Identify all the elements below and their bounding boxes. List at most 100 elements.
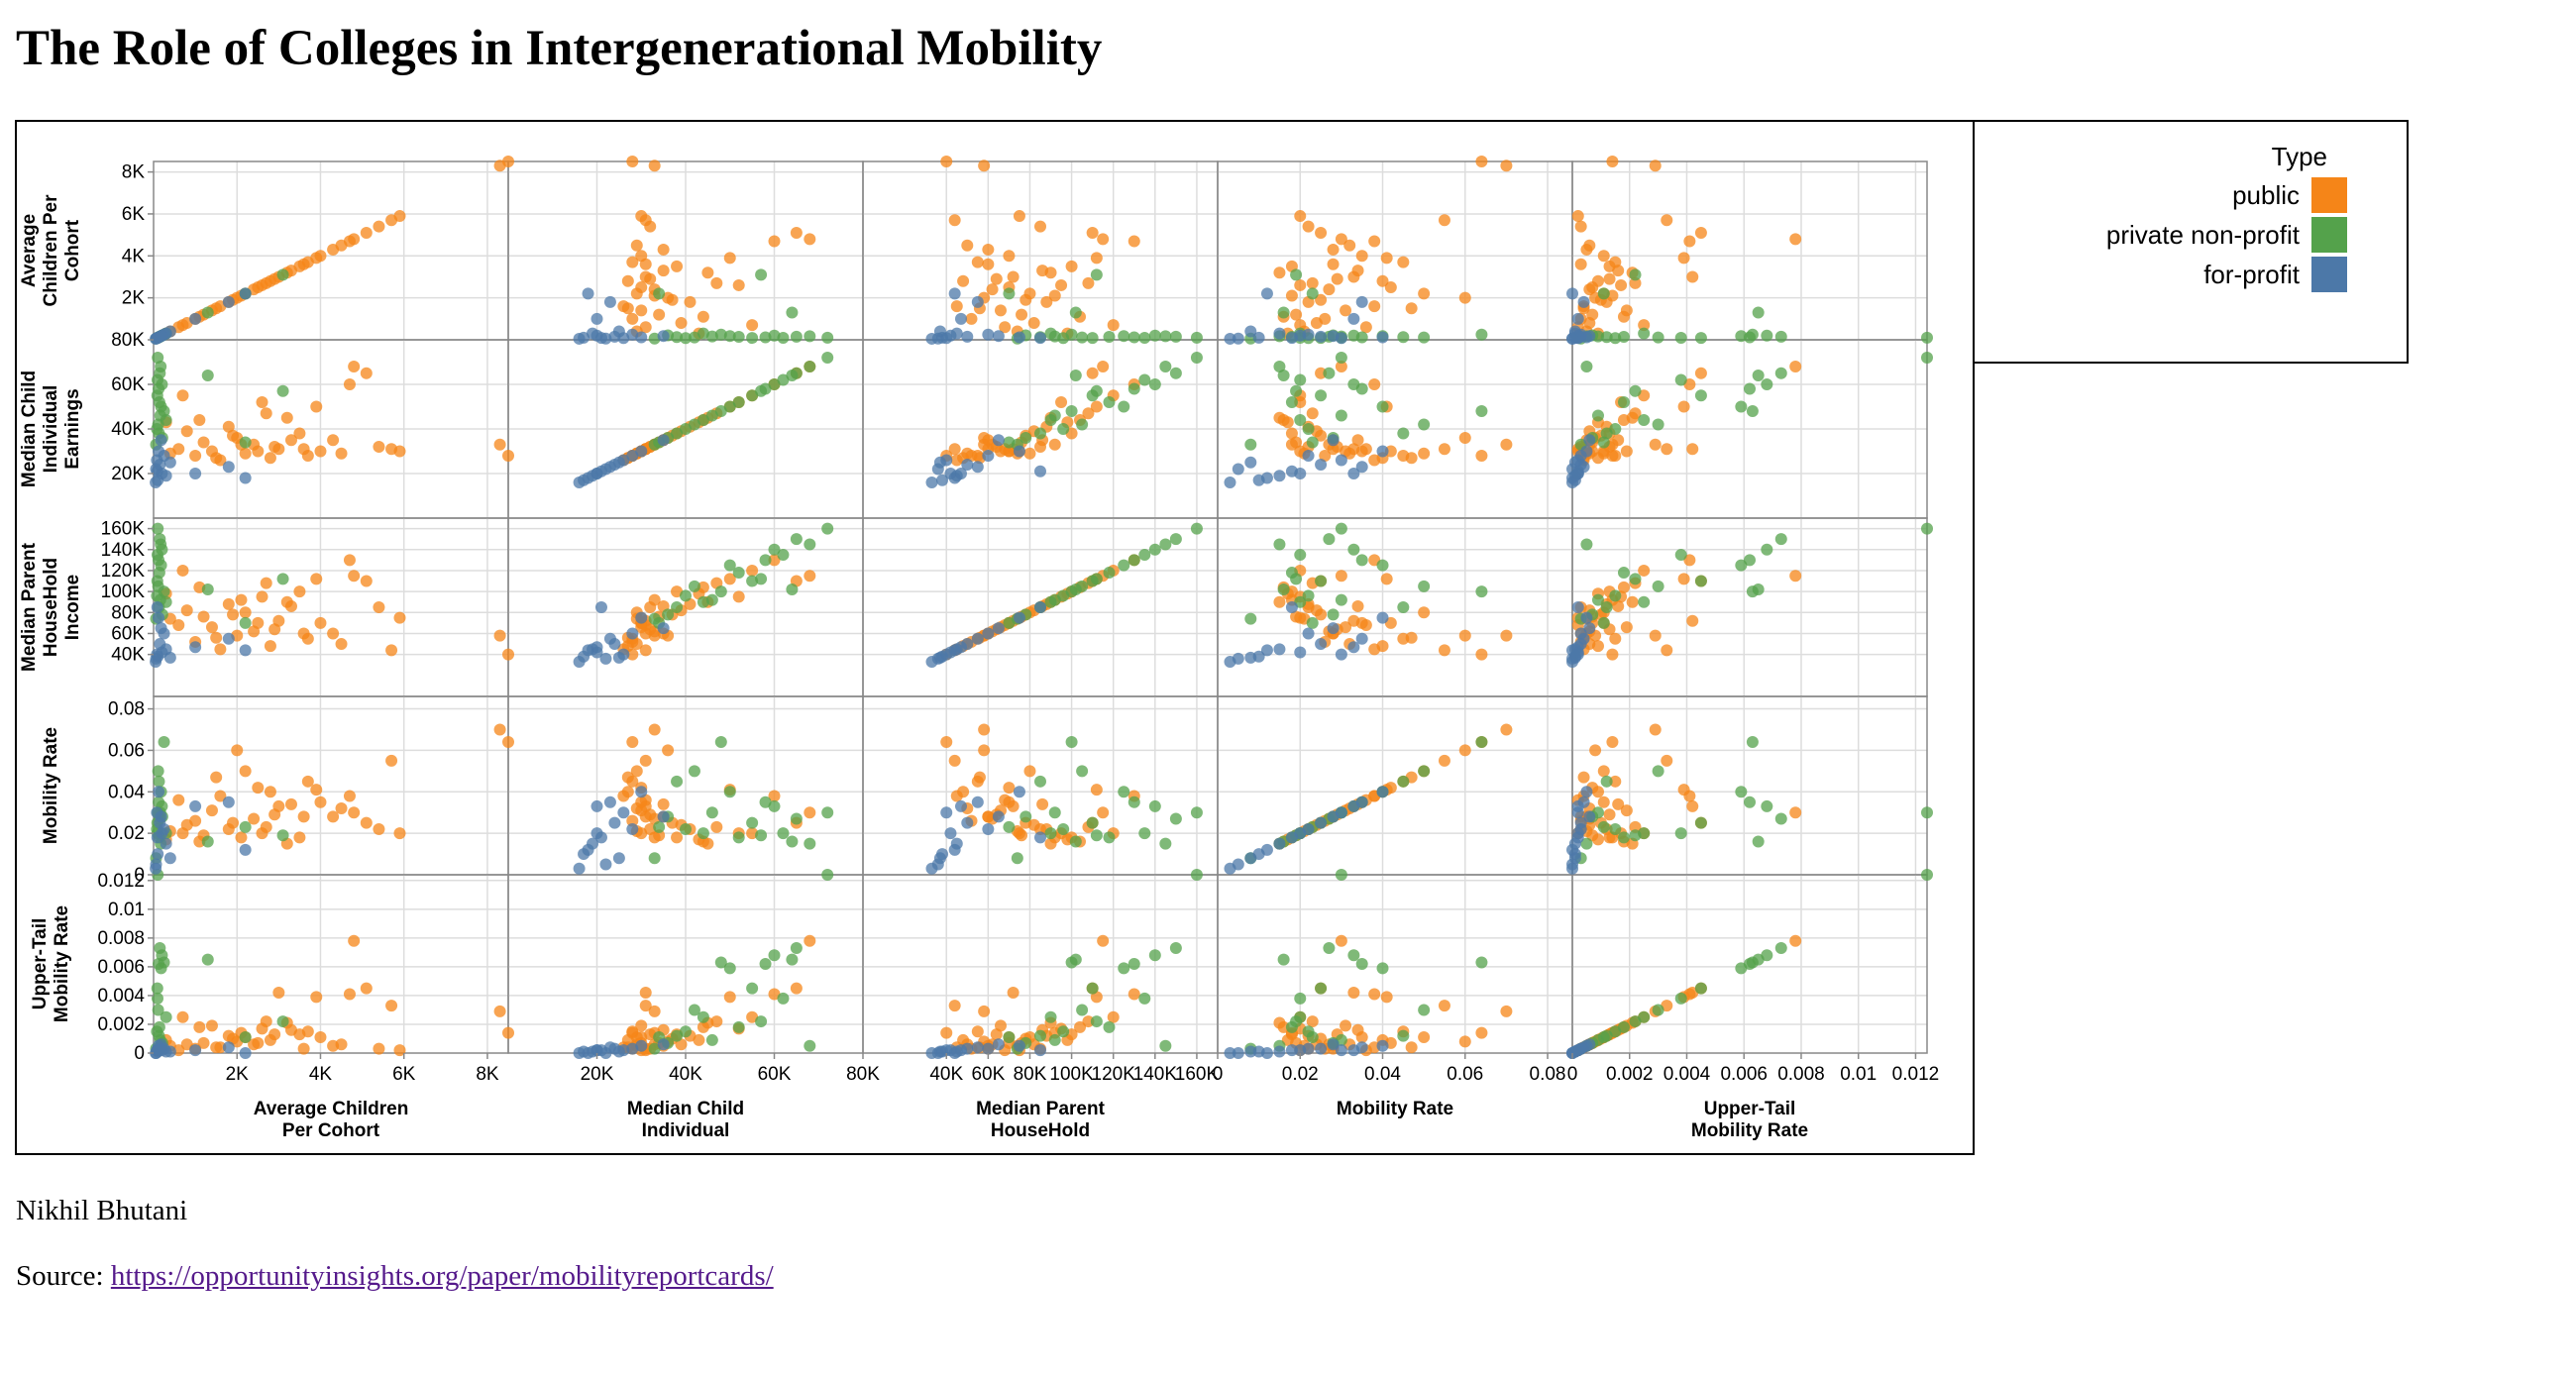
data-point bbox=[1397, 331, 1410, 344]
data-point bbox=[205, 621, 218, 634]
data-point bbox=[373, 441, 385, 453]
data-point bbox=[1327, 243, 1340, 256]
data-point bbox=[1097, 233, 1110, 246]
data-point bbox=[714, 585, 727, 598]
data-point bbox=[732, 396, 745, 408]
data-point bbox=[493, 1005, 506, 1017]
data-point bbox=[1571, 641, 1584, 654]
data-point bbox=[327, 810, 340, 823]
data-point bbox=[804, 330, 816, 343]
data-point bbox=[260, 1015, 272, 1028]
data-point bbox=[790, 227, 803, 239]
data-point bbox=[264, 640, 276, 653]
x-tick-label: 80K bbox=[846, 1064, 880, 1085]
data-point bbox=[701, 266, 714, 279]
data-point bbox=[573, 656, 586, 669]
data-point bbox=[1159, 361, 1172, 372]
data-point bbox=[925, 656, 938, 669]
data-point bbox=[1040, 295, 1053, 308]
data-point bbox=[777, 827, 790, 840]
data-point bbox=[714, 328, 727, 341]
data-point bbox=[755, 829, 768, 842]
data-point bbox=[239, 436, 252, 449]
x-tick-label: 80K bbox=[1014, 1064, 1047, 1085]
data-point bbox=[1294, 319, 1307, 332]
data-point bbox=[1290, 573, 1303, 585]
data-point bbox=[1277, 414, 1290, 426]
data-point bbox=[1686, 443, 1699, 456]
data-point bbox=[1069, 370, 1082, 381]
data-point bbox=[1138, 992, 1151, 1005]
data-point bbox=[1086, 982, 1099, 995]
legend-item-public[interactable]: public bbox=[2232, 177, 2347, 213]
data-point bbox=[172, 794, 185, 806]
data-point bbox=[1118, 330, 1130, 343]
legend-item-for-profit[interactable]: for-profit bbox=[2203, 257, 2347, 292]
data-point bbox=[1574, 627, 1587, 640]
data-point bbox=[697, 835, 709, 848]
data-point bbox=[759, 796, 772, 808]
data-point bbox=[297, 627, 310, 640]
cell-count-vs-par_median bbox=[862, 160, 1219, 341]
data-point bbox=[957, 274, 970, 287]
data-point bbox=[239, 287, 252, 300]
source-link[interactable]: https://opportunityinsights.org/paper/mo… bbox=[110, 1260, 774, 1292]
data-point bbox=[222, 295, 235, 308]
data-point bbox=[790, 533, 803, 546]
data-point bbox=[153, 775, 165, 788]
data-point bbox=[759, 958, 772, 970]
data-point bbox=[582, 287, 594, 300]
data-point bbox=[1315, 982, 1328, 995]
data-point bbox=[639, 987, 652, 1000]
data-point bbox=[1319, 450, 1332, 462]
data-point bbox=[310, 991, 323, 1004]
data-point bbox=[1458, 1035, 1471, 1048]
data-point bbox=[1405, 1041, 1418, 1054]
y-tick-label: 0.002 bbox=[97, 1014, 145, 1035]
data-point bbox=[1159, 1039, 1172, 1052]
data-point bbox=[671, 831, 684, 844]
data-point bbox=[1306, 276, 1319, 289]
data-point bbox=[1475, 1026, 1488, 1039]
data-point bbox=[1577, 771, 1590, 784]
data-point bbox=[1475, 156, 1488, 167]
data-point bbox=[992, 622, 1005, 635]
data-point bbox=[1458, 744, 1471, 757]
data-point bbox=[1127, 958, 1140, 970]
y-tick-label: 0 bbox=[134, 865, 145, 886]
data-point bbox=[639, 1000, 652, 1012]
data-point bbox=[1127, 796, 1140, 808]
data-point bbox=[1103, 396, 1116, 408]
data-point bbox=[635, 445, 648, 458]
data-point bbox=[1273, 538, 1286, 551]
data-point bbox=[768, 378, 781, 390]
data-point bbox=[1368, 235, 1381, 248]
data-point bbox=[1591, 409, 1604, 422]
data-point bbox=[1169, 533, 1182, 546]
data-point bbox=[160, 837, 172, 850]
data-point bbox=[821, 352, 834, 364]
data-point bbox=[310, 252, 323, 265]
data-point bbox=[1118, 559, 1130, 572]
data-point bbox=[239, 616, 252, 629]
data-point bbox=[180, 1038, 193, 1051]
data-point bbox=[608, 816, 621, 829]
data-point bbox=[755, 1015, 768, 1028]
data-point bbox=[1244, 456, 1257, 469]
data-point bbox=[1458, 432, 1471, 444]
data-point bbox=[714, 405, 727, 417]
data-point bbox=[1368, 300, 1381, 313]
data-point bbox=[1306, 1015, 1319, 1028]
data-point bbox=[284, 434, 297, 447]
data-point bbox=[1315, 816, 1328, 829]
data-point bbox=[1347, 949, 1360, 962]
cell-border bbox=[1217, 874, 1573, 1054]
data-point bbox=[587, 327, 599, 340]
data-point bbox=[948, 843, 961, 856]
data-point bbox=[1327, 258, 1340, 270]
data-point bbox=[160, 1010, 172, 1023]
data-point bbox=[1327, 1038, 1340, 1051]
data-point bbox=[626, 648, 639, 661]
legend-item-private-non-profit[interactable]: private non-profit bbox=[2106, 217, 2347, 253]
data-point bbox=[1418, 1004, 1431, 1016]
